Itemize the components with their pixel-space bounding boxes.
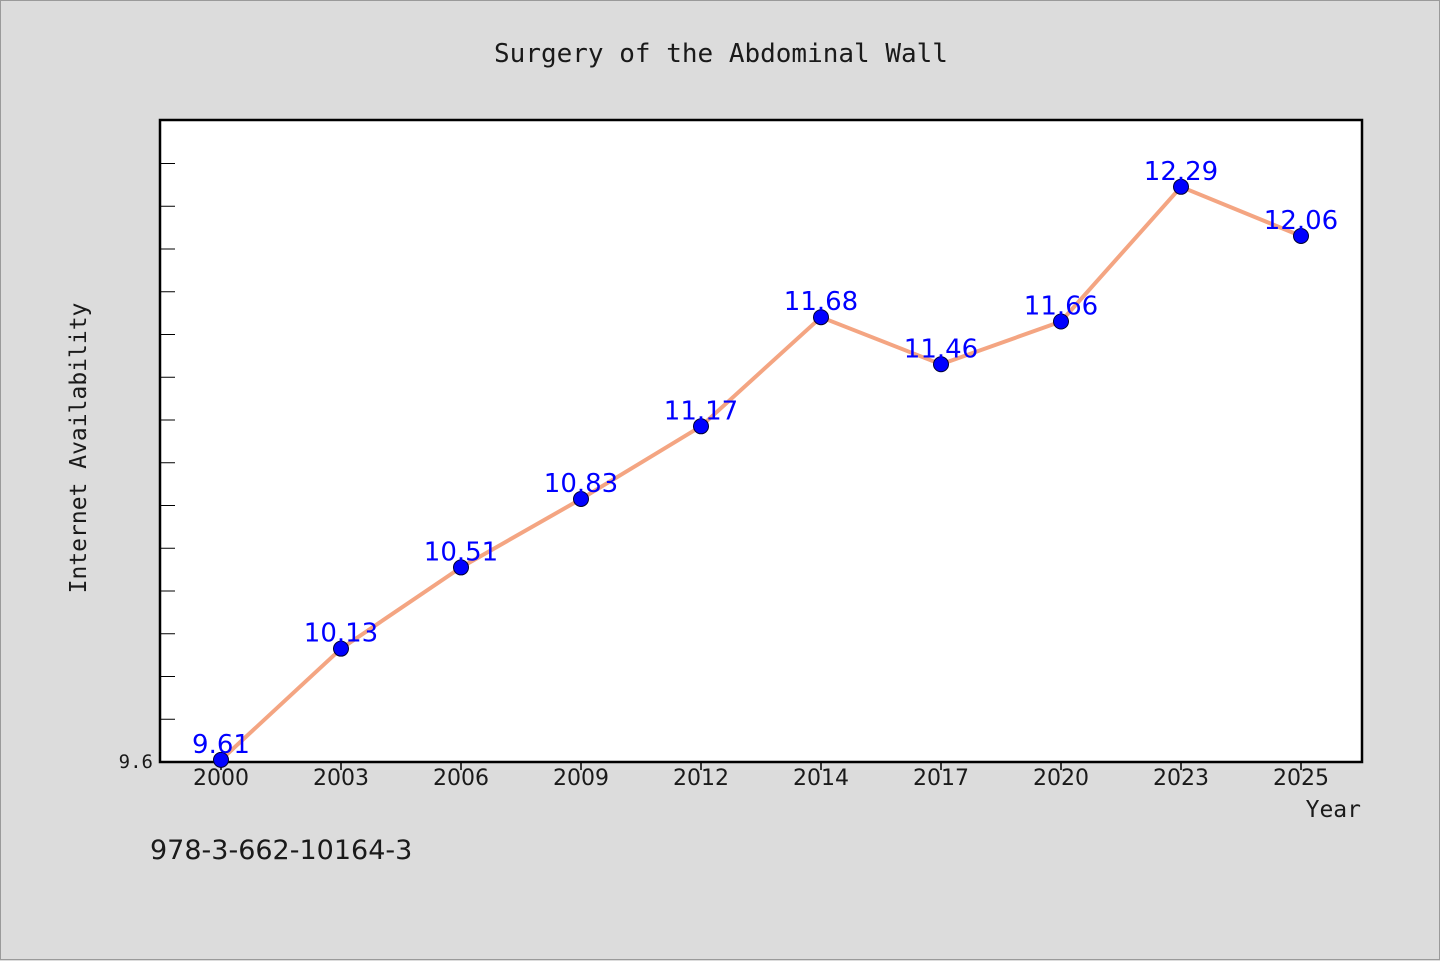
data-label: 12.06 xyxy=(1264,206,1338,236)
data-point xyxy=(813,309,829,326)
x-tick-label: 2017 xyxy=(913,766,969,791)
x-tick-label: 2000 xyxy=(193,766,249,791)
data-point xyxy=(573,490,589,507)
x-tick-label: 2006 xyxy=(433,766,489,791)
data-point xyxy=(453,559,469,576)
data-point xyxy=(213,751,229,768)
x-axis-ticks xyxy=(220,762,1302,770)
x-tick-labels: 2000 2003 2006 2009 2012 2014 2017 2020 2023 2025 xyxy=(193,766,1329,791)
data-label: 11.68 xyxy=(784,287,858,317)
data-point xyxy=(1053,313,1069,330)
x-tick-label: 2012 xyxy=(673,766,729,791)
y-axis-ticks xyxy=(160,163,175,720)
x-tick-label: 2009 xyxy=(553,766,609,791)
data-labels: 9.61 10.13 10.51 10.83 11.17 11.68 11.46 11.66 1… xyxy=(192,157,1338,760)
data-label: 10.51 xyxy=(424,537,498,567)
data-label: 10.83 xyxy=(544,469,618,499)
data-point xyxy=(1173,178,1189,195)
data-label: 11.17 xyxy=(664,396,738,426)
data-point xyxy=(933,356,949,373)
data-point xyxy=(1293,227,1309,244)
data-point xyxy=(333,640,349,657)
data-point xyxy=(693,418,709,435)
x-tick-label: 2020 xyxy=(1033,766,1089,791)
data-label: 12.29 xyxy=(1144,157,1218,187)
x-axis-label: Year xyxy=(1306,797,1361,823)
y-axis-label: Internet Availability xyxy=(66,303,92,594)
series-line xyxy=(219,184,1302,762)
isbn-text: 978-3-662-10164-3 xyxy=(150,835,413,866)
y-tick-label: 9.6 xyxy=(119,751,153,773)
data-label: 11.46 xyxy=(904,334,978,364)
data-label: 9.61 xyxy=(192,730,250,760)
plot-area xyxy=(158,118,1364,764)
x-tick-label: 2023 xyxy=(1153,766,1209,791)
x-tick-label: 2003 xyxy=(313,766,369,791)
data-label: 10.13 xyxy=(304,619,378,649)
chart-title: Surgery of the Abdominal Wall xyxy=(494,39,948,69)
x-tick-label: 2025 xyxy=(1273,766,1329,791)
x-tick-label: 2014 xyxy=(793,766,849,791)
data-label: 11.66 xyxy=(1024,292,1098,322)
data-markers xyxy=(213,178,1309,768)
